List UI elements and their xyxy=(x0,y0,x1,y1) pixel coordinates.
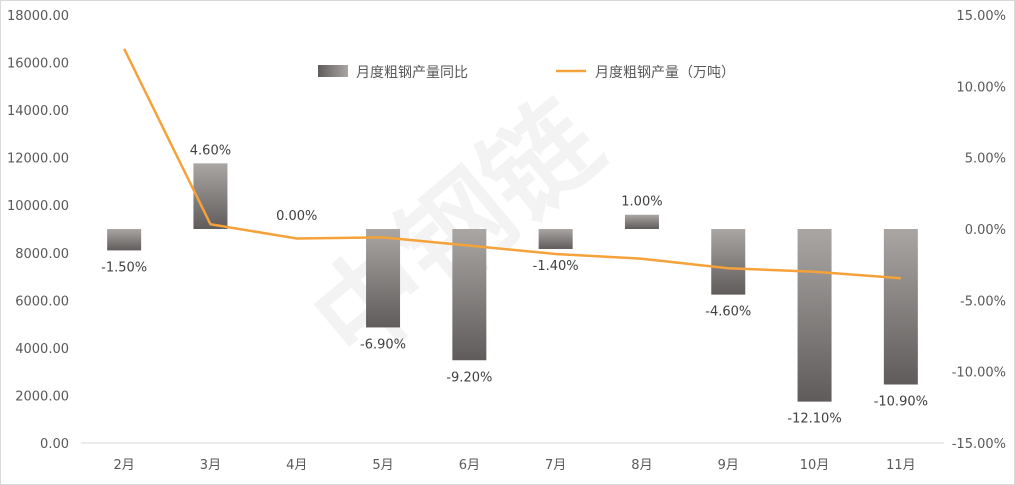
data-label: -10.90% xyxy=(874,395,928,410)
x-tick-label: 3月 xyxy=(200,458,221,473)
data-label: -9.20% xyxy=(446,370,492,385)
y-right-tick-label: 0.00% xyxy=(965,223,1006,238)
y-left-tick-label: 0.00 xyxy=(40,437,69,452)
data-label: -12.10% xyxy=(787,412,841,427)
data-label: -6.90% xyxy=(360,337,406,352)
y-right-tick-label: 15.00% xyxy=(956,9,1006,24)
data-label: 4.60% xyxy=(190,143,231,158)
y-left-tick-label: 12000.00 xyxy=(7,152,69,167)
y-left-tick-label: 2000.00 xyxy=(15,389,69,404)
x-tick-label: 9月 xyxy=(718,458,739,473)
y-left-tick-label: 8000.00 xyxy=(15,247,69,262)
bar xyxy=(193,163,228,229)
legend-label-bar: 月度粗钢产量同比 xyxy=(356,65,468,81)
y-right-tick-label: 10.00% xyxy=(956,80,1006,95)
y-right-tick-label: -5.00% xyxy=(960,294,1006,309)
y-left-tick-label: 10000.00 xyxy=(7,199,69,214)
legend-swatch-bar xyxy=(318,65,348,77)
data-label: 0.00% xyxy=(276,209,317,224)
y-right-tick-label: -10.00% xyxy=(952,366,1006,381)
y-left-tick-label: 14000.00 xyxy=(7,104,69,119)
bar xyxy=(711,229,746,295)
y-left-tick-label: 6000.00 xyxy=(15,294,69,309)
bar xyxy=(452,229,487,361)
bar xyxy=(107,229,142,251)
x-tick-label: 7月 xyxy=(545,458,566,473)
y-left-tick-label: 18000.00 xyxy=(7,9,69,24)
bar xyxy=(624,214,659,229)
bar xyxy=(883,229,918,385)
data-label: -1.40% xyxy=(533,259,579,274)
data-labels: -1.50% 4.60% 0.00% -6.90% -9.20% -1.40% 1.00% -… xyxy=(101,143,928,426)
line-series xyxy=(123,48,901,280)
legend: 月度粗钢产量同比 月度粗钢产量（万吨） xyxy=(318,65,735,81)
axes: 0.00 2000.00 4000.00 6000.00 8000.00 10000.00… xyxy=(7,9,1006,473)
x-tick-label: 10月 xyxy=(800,458,830,473)
bar xyxy=(538,229,573,249)
y-right-tick-label: -15.00% xyxy=(952,437,1006,452)
x-tick-label: 8月 xyxy=(631,458,652,473)
x-tick-label: 4月 xyxy=(286,458,307,473)
data-label: -1.50% xyxy=(101,260,147,275)
y-right-tick-label: 5.00% xyxy=(965,152,1006,167)
x-tick-label: 6月 xyxy=(459,458,480,473)
y-left-tick-label: 4000.00 xyxy=(15,342,69,357)
bar xyxy=(797,229,832,402)
x-tick-label: 5月 xyxy=(372,458,393,473)
y-left-tick-label: 16000.00 xyxy=(7,57,69,72)
series-line xyxy=(123,48,901,280)
data-label: -4.60% xyxy=(705,305,751,320)
bar xyxy=(366,229,401,328)
x-tick-label: 2月 xyxy=(114,458,135,473)
legend-label-line: 月度粗钢产量（万吨） xyxy=(595,65,735,81)
bar-series xyxy=(107,163,918,402)
x-tick-label: 11月 xyxy=(886,458,916,473)
data-label: 1.00% xyxy=(621,195,662,210)
